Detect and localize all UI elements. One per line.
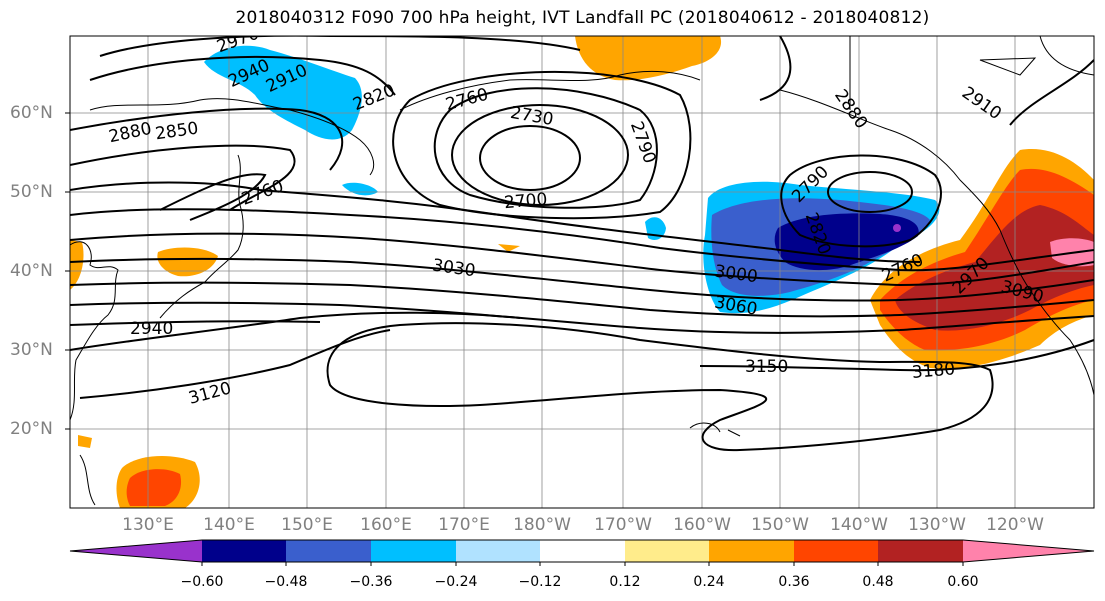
- lon-label: 170°W: [594, 515, 652, 535]
- map-border: [69, 35, 1095, 509]
- lon-label: 170°E: [438, 515, 490, 535]
- colorbar-tick-label: 0.48: [862, 574, 894, 590]
- lon-label: 130°W: [908, 515, 966, 535]
- axis-ticks: [65, 112, 70, 430]
- lat-label-60n: 60°N: [10, 103, 53, 123]
- lon-label: 160°E: [360, 515, 412, 535]
- ivt-positive-west: [70, 240, 520, 290]
- contour-label: 3150: [745, 357, 788, 377]
- contour-label: 2940: [130, 319, 173, 339]
- lon-label: 140°E: [203, 515, 255, 535]
- colorbar-tick-label: 0.60: [947, 574, 979, 590]
- colorbar-tick-label: 0.24: [693, 574, 725, 590]
- contour-label: 2700: [503, 190, 548, 214]
- colorbar-tick-label: −0.36: [349, 574, 393, 590]
- colorbar-segment: [540, 540, 625, 562]
- colorbar-tick-label: 0.36: [778, 574, 810, 590]
- colorbar-tick-label: −0.24: [434, 574, 478, 590]
- colorbar-segment: [202, 540, 286, 562]
- ivt-positive-north: [575, 36, 722, 81]
- lon-label: 140°W: [830, 515, 888, 535]
- colorbar-extend-max: [963, 540, 1094, 562]
- colorbar-segment: [625, 540, 709, 562]
- lat-label-30n: 30°N: [10, 340, 53, 360]
- colorbar-tick-label: −0.60: [180, 574, 224, 590]
- colorbar-segment: [286, 540, 371, 562]
- lon-label: 150°E: [281, 515, 333, 535]
- colorbar: [69, 539, 1095, 566]
- lon-label: 130°E: [122, 515, 174, 535]
- height-contours: [70, 36, 1094, 452]
- colorbar-extend-min: [70, 540, 202, 562]
- colorbar-segment: [794, 540, 878, 562]
- contour-label: 3180: [911, 359, 956, 383]
- lat-label-40n: 40°N: [10, 261, 53, 281]
- lon-label: 160°W: [673, 515, 731, 535]
- ivt-positive-south: [78, 435, 200, 508]
- lon-label: 150°W: [751, 515, 809, 535]
- lat-label-50n: 50°N: [10, 182, 53, 202]
- ivt-negative-anomaly: [645, 181, 940, 314]
- lon-label: 120°W: [986, 515, 1044, 535]
- lat-label-20n: 20°N: [10, 419, 53, 439]
- colorbar-segment: [878, 540, 963, 562]
- colorbar-segment: [371, 540, 456, 562]
- colorbar-tick-label: 0.12: [609, 574, 641, 590]
- map-title: 2018040312 F090 700 hPa height, IVT Land…: [235, 8, 930, 28]
- lon-label: 180°W: [513, 515, 571, 535]
- colorbar-tick-label: −0.12: [518, 574, 562, 590]
- colorbar-tick-label: −0.48: [264, 574, 308, 590]
- colorbar-segment: [456, 540, 540, 562]
- colorbar-segment: [709, 540, 794, 562]
